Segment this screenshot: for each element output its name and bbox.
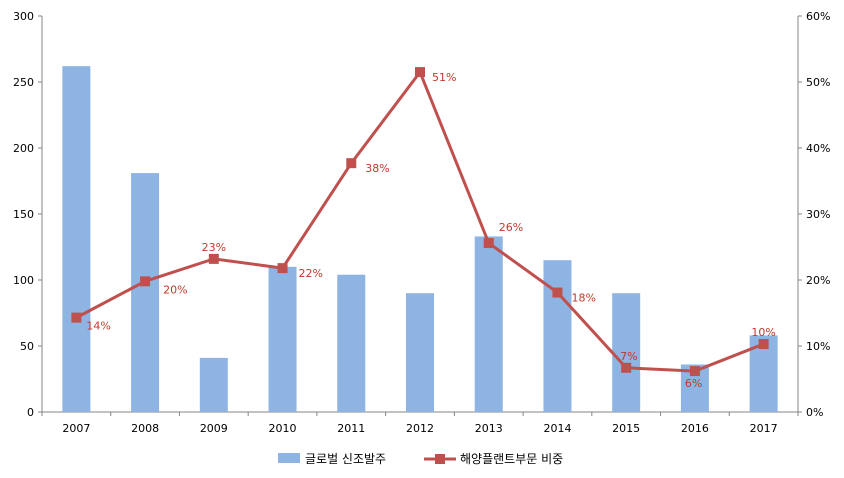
bar	[199, 357, 228, 412]
legend-label: 글로벌 신조발주	[305, 452, 386, 466]
line-point	[346, 158, 357, 169]
x-tick-label: 2011	[337, 422, 365, 435]
y-left-tick-label: 200	[13, 142, 34, 155]
x-tick-label: 2008	[131, 422, 159, 435]
data-label: 26%	[499, 221, 523, 234]
x-tick-label: 2014	[543, 422, 571, 435]
bar-series	[62, 66, 778, 412]
y-right-tick-label: 0%	[806, 406, 823, 419]
data-label: 7%	[620, 350, 637, 363]
bar	[337, 274, 366, 412]
x-tick-label: 2007	[62, 422, 90, 435]
data-label: 23%	[202, 241, 226, 254]
x-tick-label: 2013	[475, 422, 503, 435]
data-label: 14%	[86, 320, 110, 333]
line-point	[71, 312, 82, 323]
x-tick-label: 2017	[750, 422, 778, 435]
line-series: 14% 20% 23% 22% 38% 51% 26% 18% 7% 6% 10%	[71, 67, 776, 390]
bar	[131, 173, 160, 412]
y-right-tick-label: 30%	[806, 208, 830, 221]
line-point	[552, 287, 563, 298]
data-label: 6%	[685, 377, 702, 390]
x-tick-label: 2015	[612, 422, 640, 435]
y-right-tick-label: 50%	[806, 76, 830, 89]
line-point	[277, 263, 288, 274]
y-right-tick-label: 10%	[806, 340, 830, 353]
axes: 0 50 100 150 200 250 300 0% 10% 20% 30% 40% 50% 60% 20…	[13, 10, 830, 435]
bar	[268, 266, 297, 412]
data-label: 51%	[432, 71, 456, 84]
legend-bar-swatch	[278, 453, 300, 463]
legend-line-marker	[435, 454, 445, 464]
y-left-tick-label: 50	[20, 340, 34, 353]
data-label: 18%	[571, 292, 595, 305]
bar	[62, 66, 91, 412]
line-point	[689, 366, 700, 377]
line-point	[208, 253, 219, 264]
data-label: 38%	[365, 162, 389, 175]
data-label: 10%	[751, 326, 775, 339]
y-left-tick-label: 150	[13, 208, 34, 221]
line-point	[415, 67, 425, 78]
bar	[474, 236, 503, 412]
data-label: 20%	[163, 283, 187, 296]
x-tick-label: 2009	[200, 422, 228, 435]
line-point	[140, 276, 151, 287]
data-label: 22%	[299, 267, 323, 280]
y-left-tick-label: 100	[13, 274, 34, 287]
y-left-tick-label: 300	[13, 10, 34, 23]
bar	[406, 293, 434, 412]
y-left-tick-label: 0	[27, 406, 34, 419]
y-right-tick-label: 20%	[806, 274, 830, 287]
line-point	[483, 238, 494, 249]
legend: 글로벌 신조발주 해양플랜트부문 비중	[278, 452, 563, 466]
line-point	[621, 362, 632, 373]
legend-label: 해양플랜트부문 비중	[460, 452, 563, 466]
y-right-tick-label: 40%	[806, 142, 830, 155]
y-right-tick-label: 60%	[806, 10, 830, 23]
x-tick-label: 2012	[406, 422, 434, 435]
x-tick-label: 2010	[269, 422, 297, 435]
line-point	[758, 339, 769, 350]
y-left-tick-label: 250	[13, 76, 34, 89]
bar	[612, 293, 641, 412]
x-tick-label: 2016	[681, 422, 709, 435]
bar	[543, 260, 572, 412]
